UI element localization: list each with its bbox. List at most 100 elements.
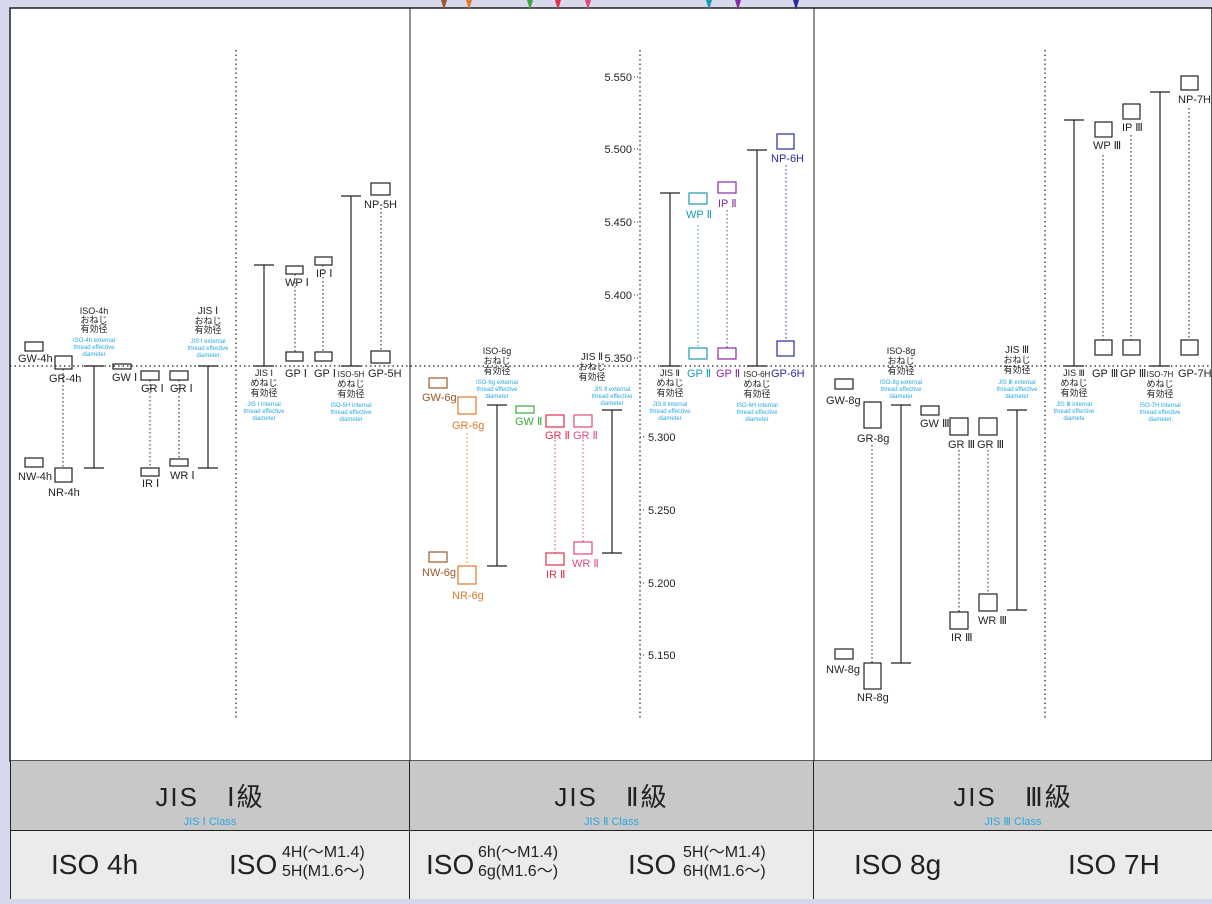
class-footer: JIS Ⅰ級 JIS Ⅰ Class JIS Ⅱ級 JIS Ⅱ Class JI…	[10, 761, 1212, 899]
caption-en: diameter	[339, 417, 362, 423]
jis-class-1-title: JIS Ⅰ級	[155, 782, 265, 812]
gr1b-label: GR Ⅰ	[170, 383, 193, 395]
ip1-label: IP Ⅰ	[316, 268, 333, 280]
caption-en: thread effective	[477, 387, 519, 393]
np-6h-label: NP-6H	[771, 153, 804, 165]
iso-4h-label: ISO 4h	[51, 849, 139, 880]
iso-class-2-cell: ISO 6h(～M1.4) 6g(M1.6～) ISO 5H(～M1.4) 6H…	[410, 831, 814, 899]
gw-8g-label: GW-8g	[826, 395, 861, 407]
ir1-label: IR Ⅰ	[142, 478, 159, 490]
caption-en: JIS Ⅱ external	[594, 387, 630, 393]
tick-label: 5.300	[648, 432, 676, 444]
wp1-label: WP Ⅰ	[285, 277, 309, 289]
caption-en: diameter	[889, 394, 912, 400]
gr2b-label: GR Ⅱ	[573, 430, 598, 442]
gw1-label: GW Ⅰ	[112, 372, 137, 384]
caption-en: thread effective	[737, 410, 779, 416]
tick-label: 5.550	[604, 72, 632, 84]
wr1-label: WR Ⅰ	[170, 470, 195, 482]
caption-line: 有効径	[483, 365, 510, 376]
iso-external-grades: 6h(～M1.4) 6g(M1.6～)	[478, 843, 558, 881]
iso-8g-label: ISO 8g	[854, 849, 942, 880]
tick-label: 5.200	[648, 578, 676, 590]
gp1a-label: GP Ⅰ	[285, 368, 307, 380]
caption-line: おねじ	[887, 356, 914, 366]
tick-label: 5.350	[604, 353, 632, 365]
iso-grade-line: 6H(M1.6～)	[683, 863, 766, 880]
caption-en: JIS Ⅰ internal	[247, 402, 280, 408]
ip3-label: IP Ⅲ	[1122, 122, 1143, 134]
nw-4h-label: NW-4h	[18, 471, 52, 483]
tick-label: 5.150	[648, 650, 676, 662]
tick-label: 5.450	[604, 217, 632, 229]
gw3-label: GW Ⅲ	[920, 418, 950, 430]
panel1-captions: ISO-4h おねじ 有効径 ISO-4h external thread ef…	[73, 306, 372, 423]
caption-line: 有効径	[656, 387, 683, 398]
caption-en: diameter	[252, 416, 275, 422]
caption-line: 有効径	[1146, 388, 1173, 399]
caption-en: diamete	[1063, 416, 1085, 422]
wp2-label: WP Ⅱ	[686, 209, 712, 221]
caption-en: ISO-8g external	[880, 380, 922, 386]
nw-6g-label: NW-6g	[422, 567, 456, 579]
caption-en: diameter	[658, 416, 681, 422]
caption-en: ISO-6g external	[476, 380, 518, 386]
caption-line: ISO-5H	[338, 370, 365, 379]
gr-4h-label: GR-4h	[49, 373, 81, 385]
gr-8g-label: GR-8g	[857, 433, 889, 445]
caption-en: thread effective	[188, 346, 230, 352]
tick-label: 5.250	[648, 505, 676, 517]
gr1a-label: GR Ⅰ	[141, 383, 164, 395]
top-markers	[441, 0, 799, 10]
iso-7h-label: ISO 7H	[1068, 849, 1160, 880]
caption-line: おねじ	[578, 362, 605, 372]
caption-line: 有効径	[1060, 387, 1087, 398]
jis-class-3-title: JIS Ⅲ級	[953, 782, 1073, 812]
panel1	[24, 182, 391, 483]
caption-en: thread effective	[74, 345, 116, 351]
nr-8g-label: NR-8g	[857, 692, 889, 704]
panel2	[428, 133, 795, 585]
wr3-label: WR Ⅲ	[978, 615, 1007, 627]
caption-line: JIS Ⅲ	[1063, 368, 1085, 378]
gp2b-label: GP Ⅱ	[716, 368, 740, 380]
iso-external-label: ISO	[426, 849, 475, 880]
caption-en: diameter	[1005, 394, 1028, 400]
caption-line: JIS Ⅰ	[255, 368, 273, 378]
caption-line: めねじ	[337, 379, 364, 389]
iso-internal-grades: 5H(～M1.4) 6H(M1.6～)	[683, 843, 766, 881]
caption-en: thread effective	[244, 409, 286, 415]
panel3-labels: GW-8g GR-8g NW-8g NR-8g GW Ⅲ GR Ⅲ GR Ⅲ I…	[826, 94, 1212, 704]
gr3a-label: GR Ⅲ	[948, 439, 975, 451]
scale-ticks: 5.550 5.500 5.450 5.400 5.350 5.300 5.25…	[604, 72, 675, 662]
jis-class-1-subtitle: JIS Ⅰ Class	[183, 816, 237, 828]
iso-class-1-cell: ISO 4h ISO 4H(～M1.4) 5H(M1.6～)	[10, 831, 410, 899]
np-5h-label: NP-5H	[364, 199, 397, 211]
caption-line: 有効径	[887, 365, 914, 376]
caption-en: diameter	[1148, 417, 1171, 423]
nr-6g-label: NR-6g	[452, 590, 484, 602]
caption-line: 有効径	[743, 388, 770, 399]
tick-label: 5.400	[604, 290, 632, 302]
panel2-labels: GW-6g GR-6g NW-6g NR-6g GW Ⅱ GR Ⅱ GR Ⅱ I…	[422, 153, 805, 602]
ip2-label: IP Ⅱ	[718, 198, 737, 210]
caption-line: めねじ	[1060, 378, 1087, 388]
caption-line: ISO-6g	[483, 346, 512, 356]
jis-class-3-subtitle: JIS Ⅲ Class	[984, 816, 1042, 828]
caption-en: thread effective	[1054, 409, 1096, 415]
caption-en: diameter	[196, 353, 219, 359]
gr3b-label: GR Ⅲ	[977, 439, 1004, 451]
caption-line: ISO-6H	[744, 370, 771, 379]
caption-line: ISO-8g	[887, 346, 916, 356]
iso-grade-line: 5H(～M1.4)	[683, 844, 766, 861]
caption-line: めねじ	[1146, 379, 1173, 389]
np-7h-label: NP-7H	[1178, 94, 1211, 106]
jis-class-2-cell: JIS Ⅱ級 JIS Ⅱ Class	[410, 761, 814, 831]
caption-line: 有効径	[194, 324, 221, 335]
gr2a-label: GR Ⅱ	[545, 430, 570, 442]
gr-6g-label: GR-6g	[452, 420, 484, 432]
caption-line: おねじ	[194, 316, 221, 326]
caption-en: diameter	[745, 417, 768, 423]
